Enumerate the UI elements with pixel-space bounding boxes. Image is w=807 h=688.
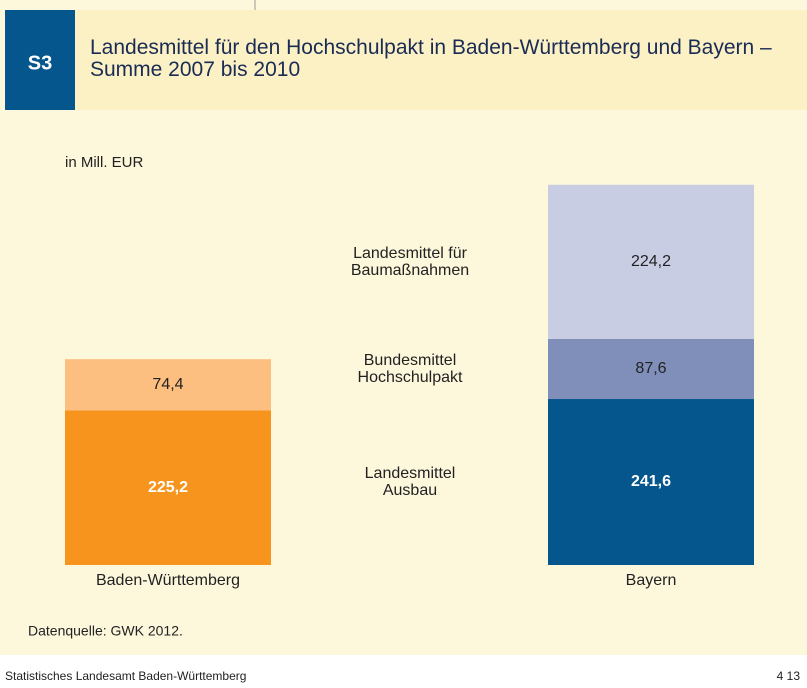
value-label: 87,6	[635, 360, 666, 377]
x-tick-label: Baden-Württemberg	[96, 572, 240, 589]
bar-segment	[548, 399, 754, 565]
bar-segment	[65, 410, 271, 565]
legend-label: Landesmittel Ausbau	[364, 465, 456, 499]
unit-label: in Mill. EUR	[65, 154, 144, 171]
value-label: 241,6	[631, 473, 671, 490]
footer-left: Statistisches Landesamt Baden-Württember…	[5, 669, 246, 683]
x-tick-label: Bayern	[626, 572, 677, 589]
title: Landesmittel für den Hochschulpakt in Ba…	[90, 36, 772, 81]
source: Datenquelle: GWK 2012.	[28, 623, 183, 639]
header-band	[75, 10, 807, 110]
bar-segment	[548, 338, 754, 400]
value-label: 74,4	[152, 376, 183, 393]
badge: S3	[28, 52, 52, 74]
value-label: 225,2	[148, 479, 188, 496]
legend-label: Bundesmittel Hochschulpakt	[357, 351, 463, 386]
legend-label: Landesmittel für Baumaßnahmen	[350, 244, 470, 279]
bar-segment	[548, 184, 754, 339]
value-label: 224,2	[631, 253, 671, 270]
bar-segment	[65, 359, 271, 411]
badge-box	[5, 10, 75, 110]
footer-right: 4 13	[777, 669, 801, 683]
